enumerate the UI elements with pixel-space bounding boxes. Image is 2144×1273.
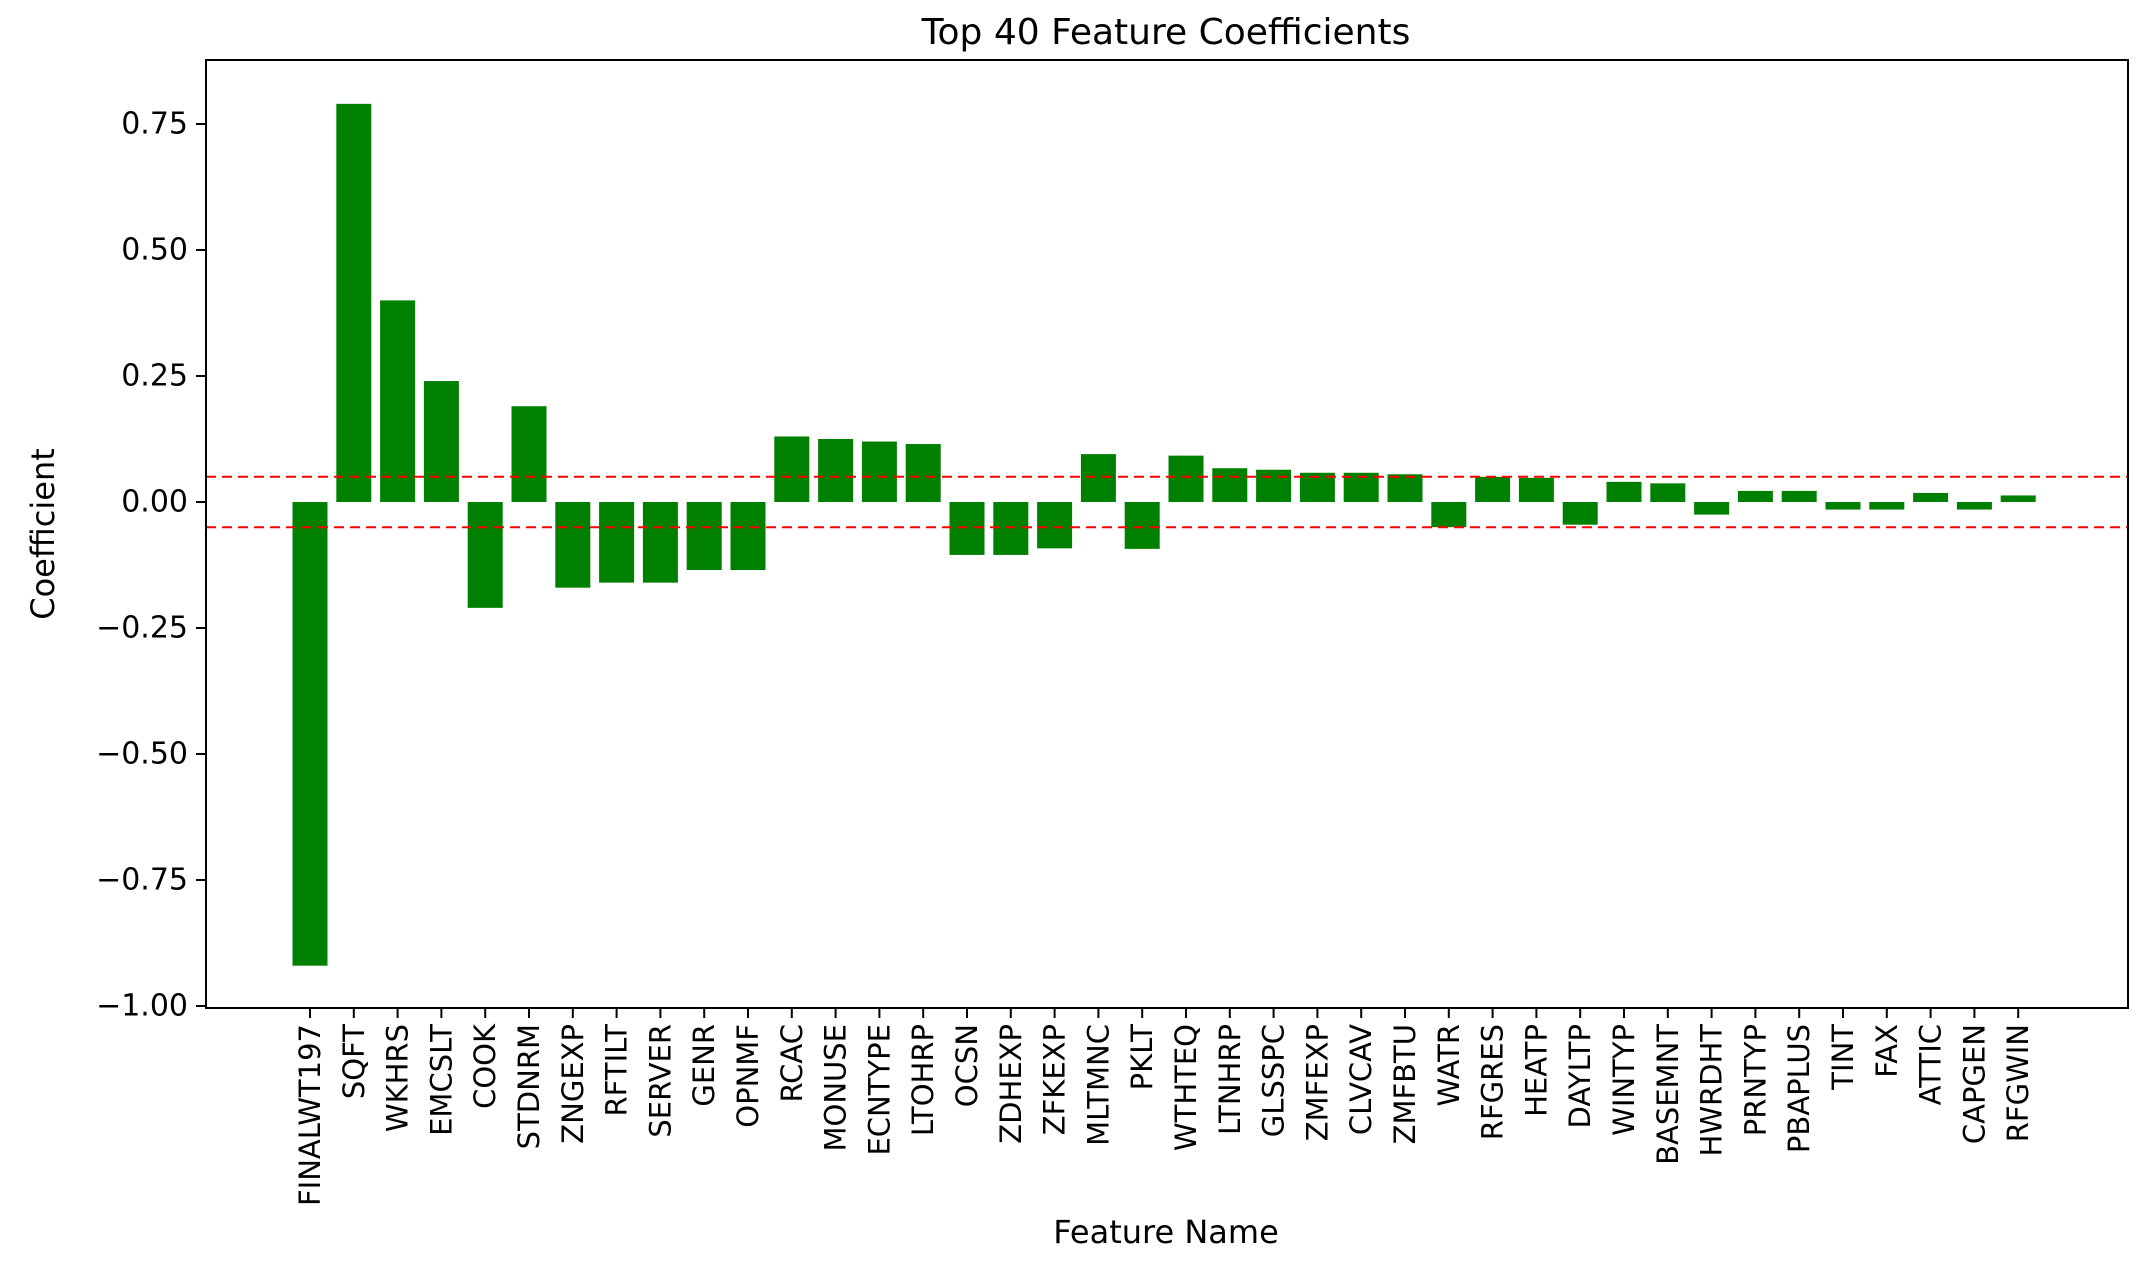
bar-pklt <box>1124 502 1160 549</box>
x-tick-label: PKLT <box>1125 1024 1159 1091</box>
bars-layer <box>292 103 2036 966</box>
bar-glsspc <box>1256 469 1292 502</box>
x-tick-label: FINALWT197 <box>293 1024 327 1206</box>
bar-ocsn <box>949 502 985 555</box>
x-tick-label: HWRDHT <box>1695 1024 1729 1157</box>
y-axis: 0.75 0.50 0.25 0.00 −0.25 −0.50 −0.75 −1.00 <box>96 107 206 1024</box>
x-tick-label: LTNHRP <box>1213 1024 1247 1135</box>
bar-capgen <box>1956 502 1992 510</box>
x-tick-label: SERVER <box>643 1024 677 1138</box>
bar-tint <box>1825 502 1861 510</box>
bar-fax <box>1869 502 1905 510</box>
y-tick-label: 0.00 <box>121 485 188 520</box>
bar-stdnrm <box>511 406 547 502</box>
x-tick-label: LTOHRP <box>906 1024 940 1136</box>
x-tick-label: GLSSPC <box>1257 1024 1291 1137</box>
y-tick-label: −0.25 <box>96 611 188 646</box>
bar-attic <box>1913 492 1949 502</box>
bar-zdhexp <box>993 502 1029 555</box>
threshold-lines <box>206 475 2128 529</box>
bar-finalwt197 <box>292 502 328 966</box>
x-tick-label: CLVCAV <box>1344 1024 1378 1135</box>
x-tick-label: RFGWIN <box>2001 1024 2035 1142</box>
x-tick-label: RFTILT <box>600 1024 634 1117</box>
x-tick-label: ZFKEXP <box>1038 1024 1072 1135</box>
y-axis-title: Coefficient <box>24 448 62 620</box>
bar-ecntype <box>861 441 897 502</box>
x-tick-label: ZDHEXP <box>994 1024 1028 1144</box>
x-tick-label: GENR <box>687 1024 721 1107</box>
bar-wthteq <box>1168 455 1204 502</box>
x-tick-label: WKHRS <box>381 1024 415 1132</box>
bar-zngexp <box>555 502 591 588</box>
bar-zfkexp <box>1037 502 1073 549</box>
x-tick-label: BASEMNT <box>1651 1024 1685 1165</box>
bar-opnmf <box>730 502 766 571</box>
x-tick-label: WINTYP <box>1607 1024 1641 1136</box>
bar-pbaplus <box>1781 490 1817 502</box>
x-tick-label: STDNRM <box>512 1024 546 1149</box>
bar-ltnhrp <box>1212 468 1248 502</box>
x-axis: FINALWT197 SQFT WKHRS EMCSLT COOK STDNRM ZNGEX… <box>293 1008 2035 1206</box>
bar-rfgres <box>1475 476 1511 502</box>
x-tick-label: RCAC <box>775 1024 809 1103</box>
bar-monuse <box>818 439 854 502</box>
bar-watr <box>1431 502 1467 528</box>
plot-frame <box>205 59 2129 1009</box>
x-tick-label: PRNTYP <box>1738 1024 1772 1136</box>
x-tick-label: RFGRES <box>1476 1024 1510 1140</box>
x-tick-label: MONUSE <box>819 1024 853 1152</box>
bar-rftilt <box>599 502 635 583</box>
x-tick-label: FAX <box>1870 1024 1904 1078</box>
bar-heatp <box>1518 477 1554 502</box>
bar-ltohrp <box>905 444 941 502</box>
bar-zmfbtu <box>1387 474 1423 502</box>
y-tick-label: −0.50 <box>96 737 188 772</box>
bar-server <box>642 502 678 583</box>
bar-genr <box>686 502 722 571</box>
x-axis-title: Feature Name <box>1053 1213 1279 1251</box>
bar-prntyp <box>1737 490 1773 502</box>
y-tick-label: 0.50 <box>121 233 188 268</box>
x-tick-label: ZNGEXP <box>556 1024 590 1144</box>
bar-basemnt <box>1650 483 1686 502</box>
bar-hwrdht <box>1694 502 1730 515</box>
x-tick-label: COOK <box>468 1023 502 1109</box>
x-tick-label: OCSN <box>950 1024 984 1107</box>
y-tick-label: 0.25 <box>121 359 188 394</box>
x-tick-label: TINT <box>1826 1024 1860 1091</box>
bar-rcac <box>774 436 810 502</box>
x-tick-label: WATR <box>1432 1024 1466 1107</box>
bar-dayltp <box>1562 502 1598 525</box>
x-tick-label: DAYLTP <box>1563 1024 1597 1129</box>
x-tick-label: SQFT <box>337 1024 371 1099</box>
x-tick-label: ECNTYPE <box>862 1024 896 1156</box>
x-tick-label: EMCSLT <box>424 1024 458 1136</box>
x-tick-label: ZMFEXP <box>1300 1024 1334 1141</box>
bar-mltmnc <box>1080 454 1116 502</box>
y-tick-label: −1.00 <box>96 989 188 1024</box>
bar-sqft <box>336 103 372 502</box>
bar-wkhrs <box>380 300 416 502</box>
bar-wintyp <box>1606 481 1642 502</box>
bar-emcslt <box>423 381 459 502</box>
x-tick-label: HEATP <box>1519 1024 1553 1117</box>
x-tick-label: OPNMF <box>731 1024 765 1128</box>
y-tick-label: 0.75 <box>121 107 188 142</box>
bar-cook <box>467 502 503 608</box>
y-tick-label: −0.75 <box>96 863 188 898</box>
x-tick-label: MLTMNC <box>1081 1024 1115 1146</box>
bar-rfgwin <box>2000 495 2036 502</box>
chart-title: Top 40 Feature Coefficients <box>921 12 1411 53</box>
x-tick-label: ZMFBTU <box>1388 1024 1422 1144</box>
x-tick-label: CAPGEN <box>1957 1024 1991 1144</box>
x-tick-label: ATTIC <box>1914 1024 1948 1105</box>
x-tick-label: WTHTEQ <box>1169 1024 1203 1151</box>
x-tick-label: PBAPLUS <box>1782 1024 1816 1153</box>
